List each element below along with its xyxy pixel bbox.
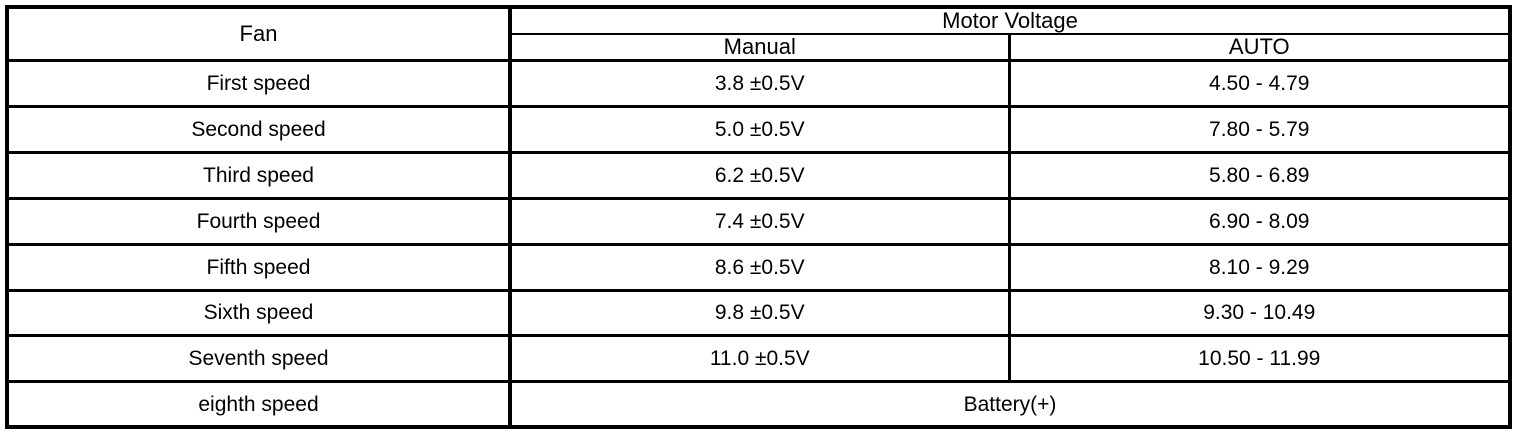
cell-fan-speed: eighth speed <box>9 380 512 425</box>
table-row-final: eighth speed Battery(+) <box>9 380 1508 425</box>
column-header-manual-label: Manual <box>723 34 796 60</box>
cell-auto-voltage: 8.10 - 9.29 <box>1009 242 1508 291</box>
table-row: First speed 3.8 ±0.5V 4.50 - 4.79 <box>9 59 1508 107</box>
cell-battery-spanned: Battery(+) <box>510 380 1508 425</box>
table-row: Sixth speed 9.8 ±0.5V 9.30 - 10.49 <box>9 288 1508 336</box>
cell-auto-voltage: 5.80 - 6.89 <box>1009 151 1508 199</box>
cell-manual-voltage: 3.8 ±0.5V <box>510 59 1011 107</box>
spec-table-container: Fan Motor Voltage Manual AUTO First spee… <box>5 5 1512 429</box>
cell-auto-voltage: 4.50 - 4.79 <box>1009 59 1508 107</box>
column-header-fan-label: Fan <box>239 21 278 47</box>
cell-fan-speed: Fourth speed <box>9 196 512 245</box>
header-row-subcolumns: Manual AUTO <box>9 33 1508 61</box>
cell-fan-speed: Second speed <box>9 105 512 153</box>
column-header-motor-voltage: Motor Voltage <box>510 8 1508 35</box>
fan-motor-voltage-table: Fan Motor Voltage Manual AUTO First spee… <box>9 8 1508 425</box>
table-head: Fan Motor Voltage Manual AUTO <box>9 8 1508 61</box>
cell-manual-voltage: 7.4 ±0.5V <box>510 196 1011 245</box>
column-header-motor-voltage-label: Motor Voltage <box>942 8 1078 33</box>
header-row-group: Fan Motor Voltage <box>9 8 1508 61</box>
cell-fan-speed: Third speed <box>9 151 512 199</box>
column-header-fan: Fan <box>9 9 512 61</box>
cell-manual-voltage: 11.0 ±0.5V <box>510 334 1011 382</box>
column-header-manual: Manual <box>510 33 1011 61</box>
table-row: Second speed 5.0 ±0.5V 7.80 - 5.79 <box>9 105 1508 153</box>
table-body: First speed 3.8 ±0.5V 4.50 - 4.79 Second… <box>9 59 1508 425</box>
cell-fan-speed: Fifth speed <box>9 242 512 291</box>
table-row: Fifth speed 8.6 ±0.5V 8.10 - 9.29 <box>9 242 1508 291</box>
cell-auto-voltage: 7.80 - 5.79 <box>1009 105 1508 153</box>
cell-manual-voltage: 5.0 ±0.5V <box>510 105 1011 153</box>
cell-manual-voltage: 8.6 ±0.5V <box>510 242 1011 291</box>
cell-auto-voltage: 10.50 - 11.99 <box>1009 334 1508 382</box>
column-header-auto-label: AUTO <box>1228 34 1290 60</box>
cell-fan-speed: Seventh speed <box>9 334 512 382</box>
column-header-auto: AUTO <box>1009 33 1508 61</box>
table-row: Fourth speed 7.4 ±0.5V 6.90 - 8.09 <box>9 196 1508 245</box>
cell-manual-voltage: 6.2 ±0.5V <box>510 151 1011 199</box>
cell-auto-voltage: 9.30 - 10.49 <box>1009 288 1508 336</box>
cell-fan-speed: First speed <box>9 59 512 107</box>
cell-fan-speed: Sixth speed <box>9 288 512 336</box>
table-row: Seventh speed 11.0 ±0.5V 10.50 - 11.99 <box>9 334 1508 382</box>
cell-manual-voltage: 9.8 ±0.5V <box>510 288 1011 336</box>
table-row: Third speed 6.2 ±0.5V 5.80 - 6.89 <box>9 151 1508 199</box>
cell-auto-voltage: 6.90 - 8.09 <box>1009 196 1508 245</box>
